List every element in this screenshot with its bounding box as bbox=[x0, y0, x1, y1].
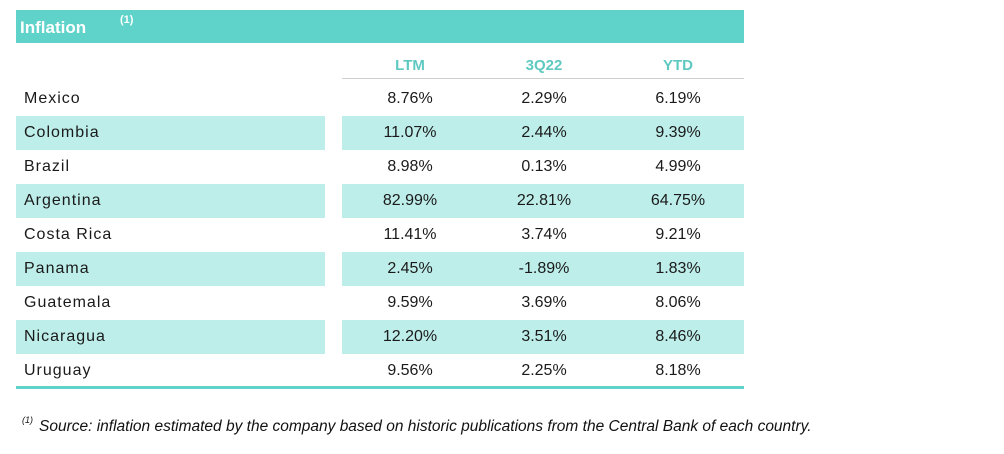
row-value-ltm: 9.56% bbox=[387, 362, 433, 379]
row-shading-left bbox=[16, 320, 325, 354]
title-footnote-marker: (1) bbox=[120, 14, 134, 26]
row-value-ltm: 11.07% bbox=[383, 124, 437, 141]
row-value-ytd: 8.46% bbox=[655, 328, 701, 345]
footnote-text: Source: inflation estimated by the compa… bbox=[39, 418, 812, 436]
table-row: Panama 2.45% -1.89% 1.83% bbox=[16, 252, 744, 286]
row-country: Nicaragua bbox=[24, 328, 106, 345]
column-header-3q22: 3Q22 bbox=[525, 57, 563, 74]
row-value-q: 3.74% bbox=[521, 226, 567, 243]
row-value-ltm: 82.99% bbox=[382, 192, 438, 209]
column-header-ytd: YTD bbox=[663, 57, 693, 74]
row-value-ytd: 9.39% bbox=[655, 124, 701, 141]
row-value-ytd: 8.18% bbox=[655, 362, 701, 379]
row-shading-left bbox=[16, 116, 325, 150]
table-row: Colombia 11.07% 2.44% 9.39% bbox=[16, 116, 744, 150]
table-row: Mexico 8.76% 2.29% 6.19% bbox=[16, 82, 744, 114]
row-country: Colombia bbox=[24, 124, 100, 141]
row-country: Guatemala bbox=[24, 294, 112, 311]
table-row: Nicaragua 12.20% 3.51% 8.46% bbox=[16, 320, 744, 354]
row-value-q: 2.25% bbox=[521, 362, 567, 379]
row-shading-right bbox=[342, 252, 744, 286]
table-title-bar: Inflation (1) bbox=[16, 10, 744, 43]
row-shading-left bbox=[16, 252, 325, 286]
row-value-ytd: 6.19% bbox=[655, 90, 701, 107]
row-value-q: 2.29% bbox=[521, 90, 567, 107]
row-shading-left bbox=[16, 184, 325, 218]
row-value-ytd: 9.21% bbox=[655, 226, 701, 243]
header-divider bbox=[342, 78, 744, 79]
column-header-ltm: LTM bbox=[395, 57, 425, 74]
table-title: Inflation bbox=[20, 18, 87, 37]
row-shading-right bbox=[342, 184, 744, 218]
row-value-q: 3.51% bbox=[521, 328, 567, 345]
row-value-ltm: 2.45% bbox=[387, 260, 433, 277]
row-value-ltm: 8.76% bbox=[387, 90, 433, 107]
row-value-ytd: 8.06% bbox=[655, 294, 701, 311]
column-header-row: LTM 3Q22 YTD bbox=[16, 50, 744, 78]
table-row: Guatemala 9.59% 3.69% 8.06% bbox=[16, 286, 744, 318]
row-value-ltm: 11.41% bbox=[383, 226, 437, 243]
table-row: Argentina 82.99% 22.81% 64.75% bbox=[16, 184, 744, 218]
row-shading-right bbox=[342, 116, 744, 150]
row-value-ltm: 12.20% bbox=[382, 328, 438, 345]
row-country: Uruguay bbox=[24, 362, 92, 379]
row-country: Mexico bbox=[24, 90, 81, 107]
table-row: Costa Rica 11.41% 3.74% 9.21% bbox=[16, 218, 744, 250]
table-row: Brazil 8.98% 0.13% 4.99% bbox=[16, 150, 744, 182]
row-value-ytd: 4.99% bbox=[655, 158, 701, 175]
row-value-q: 3.69% bbox=[521, 294, 567, 311]
row-value-q: 0.13% bbox=[521, 158, 567, 175]
row-value-q: 22.81% bbox=[516, 192, 572, 209]
footnote: (1) Source: inflation estimated by the co… bbox=[22, 415, 1002, 436]
row-country: Costa Rica bbox=[24, 226, 113, 243]
row-country: Brazil bbox=[24, 158, 71, 175]
row-country: Argentina bbox=[24, 192, 102, 209]
row-value-ytd: 64.75% bbox=[650, 192, 706, 209]
footnote-marker: (1) bbox=[22, 415, 33, 425]
row-value-q: -1.89% bbox=[518, 260, 570, 277]
row-shading-right bbox=[342, 320, 744, 354]
table-row: Uruguay 9.56% 2.25% 8.18% bbox=[16, 354, 744, 386]
row-value-ltm: 8.98% bbox=[387, 158, 433, 175]
row-value-ltm: 9.59% bbox=[387, 294, 433, 311]
row-value-q: 2.44% bbox=[521, 124, 567, 141]
row-value-ytd: 1.83% bbox=[655, 260, 701, 277]
row-country: Panama bbox=[24, 260, 90, 277]
table-bottom-border bbox=[16, 386, 744, 389]
